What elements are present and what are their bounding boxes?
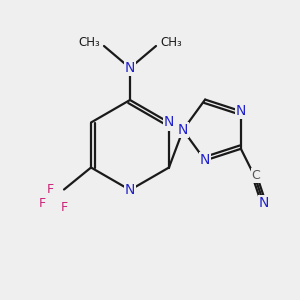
- Text: F: F: [47, 183, 54, 196]
- Text: C: C: [251, 169, 260, 182]
- Text: CH₃: CH₃: [160, 37, 182, 50]
- Text: N: N: [200, 153, 210, 167]
- Text: F: F: [61, 201, 68, 214]
- Text: N: N: [164, 116, 174, 130]
- Text: N: N: [178, 123, 188, 137]
- Text: N: N: [125, 61, 135, 75]
- Text: N: N: [259, 196, 269, 210]
- Text: CH₃: CH₃: [78, 37, 100, 50]
- Text: F: F: [39, 197, 46, 210]
- Text: N: N: [236, 104, 246, 118]
- Text: N: N: [125, 183, 135, 197]
